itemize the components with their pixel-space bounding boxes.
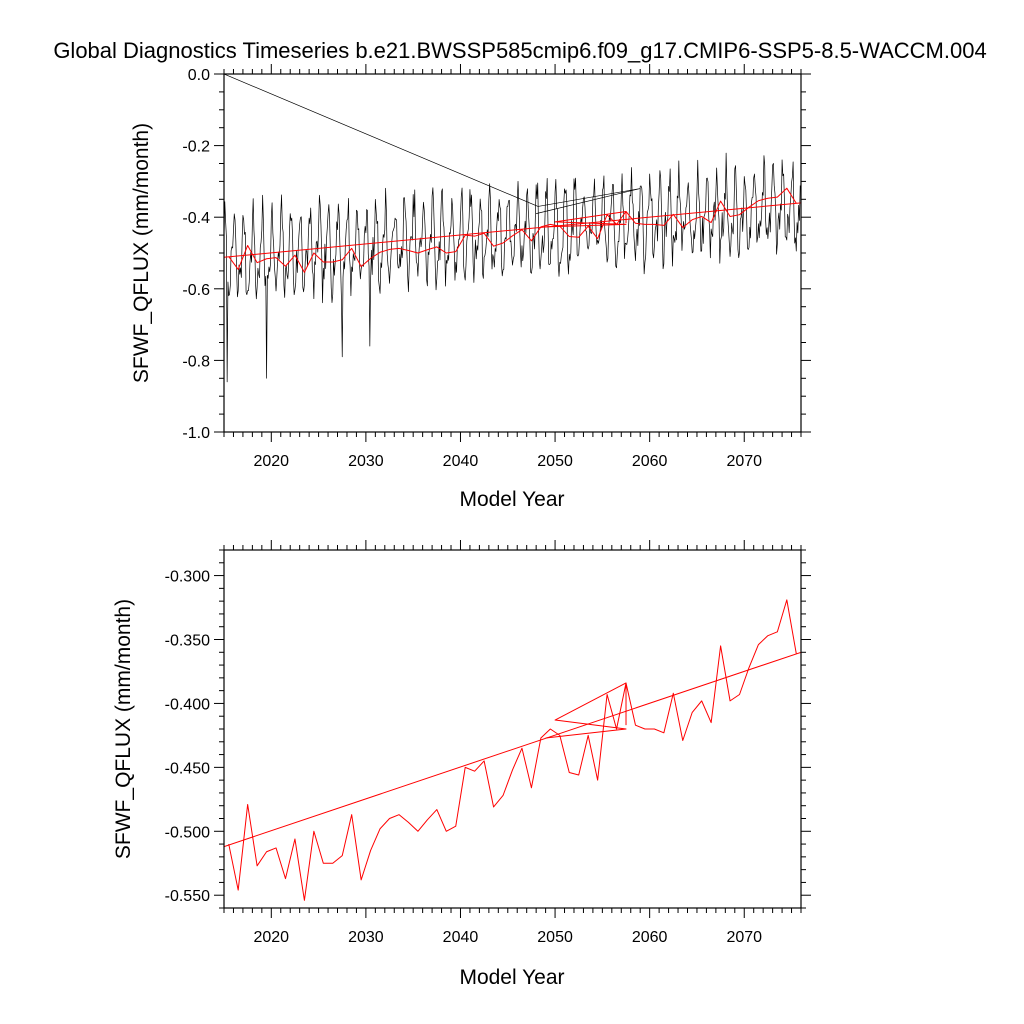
- x-tick-label: 2030: [348, 453, 384, 470]
- bottom-plot-area: [224, 599, 801, 901]
- top-y-axis-label: SFWF_QFLUX (mm/month): [130, 123, 153, 383]
- x-tick-label: 2050: [537, 453, 573, 470]
- chart-title: Global Diagnostics Timeseries b.e21.BWSS…: [53, 38, 986, 63]
- x-tick-label: 2060: [632, 453, 668, 470]
- top-axis-ticks: 2020 2030 2040 2050 2060 2070 0.0 -0.2 -0.4 -0.6 -…: [182, 64, 811, 470]
- monthly-series-line: [224, 152, 801, 383]
- monthly-overlay-line: [224, 74, 641, 214]
- y-tick-label: -0.350: [165, 633, 210, 650]
- x-tick-label: 2040: [443, 929, 479, 946]
- x-tick-label: 2070: [726, 929, 762, 946]
- annual-mean-line: [228, 599, 797, 901]
- bottom-panel: 2020 2030 2040 2050 2060 2070 -0.300 -0.350 -0.4…: [112, 540, 811, 989]
- y-tick-label: -0.8: [182, 353, 210, 370]
- top-x-axis-label: Model Year: [459, 488, 564, 511]
- top-plot-area: [224, 74, 801, 383]
- x-tick-label: 2030: [348, 929, 384, 946]
- x-tick-label: 2040: [443, 453, 479, 470]
- y-tick-label: 0.0: [188, 67, 210, 84]
- annual-overlay-line: [545, 210, 627, 228]
- y-tick-label: -0.400: [165, 696, 210, 713]
- x-tick-label: 2070: [726, 453, 762, 470]
- x-tick-label: 2020: [253, 929, 289, 946]
- y-tick-label: -0.500: [165, 824, 210, 841]
- y-tick-label: -0.2: [182, 139, 210, 156]
- bottom-axis-ticks: 2020 2030 2040 2050 2060 2070 -0.300 -0.350 -0.4…: [165, 540, 811, 946]
- y-tick-label: -1.0: [182, 425, 210, 442]
- x-tick-label: 2060: [632, 929, 668, 946]
- y-tick-label: -0.4: [182, 210, 210, 227]
- bottom-y-axis-label: SFWF_QFLUX (mm/month): [112, 599, 135, 859]
- y-tick-label: -0.300: [165, 569, 210, 586]
- top-panel: 2020 2030 2040 2050 2060 2070 0.0 -0.2 -0.4 -0.6 -…: [130, 64, 811, 511]
- y-tick-label: -0.450: [165, 760, 210, 777]
- trend-line: [224, 202, 801, 258]
- y-tick-label: -0.550: [165, 888, 210, 905]
- x-tick-label: 2050: [537, 929, 573, 946]
- x-tick-label: 2020: [253, 453, 289, 470]
- bottom-x-axis-label: Model Year: [459, 966, 564, 989]
- annual-mean-line: [228, 187, 797, 273]
- trend-line: [224, 651, 801, 848]
- top-plot-frame: [223, 73, 802, 433]
- y-tick-label: -0.6: [182, 282, 210, 299]
- annual-overlay-line: [545, 682, 627, 739]
